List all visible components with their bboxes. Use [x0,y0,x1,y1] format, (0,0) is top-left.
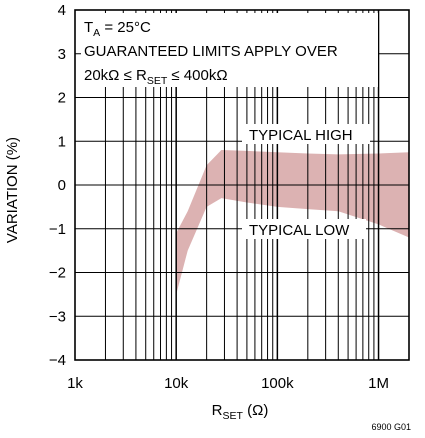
plot-frame [74,9,410,361]
y-tick-label: −1 [49,221,66,238]
typical-high-label: TYPICAL HIGH [249,127,353,144]
typical-low-label: TYPICAL LOW [249,222,350,239]
figure-id: 6900 G01 [371,422,411,432]
y-tick-label: 3 [58,46,66,63]
y-tick-label: −2 [49,265,66,282]
y-axis-title: VARIATION (%) [4,137,21,243]
x-tick-label: 10k [164,375,189,392]
condition-line-2: GUARANTEED LIMITS APPLY OVER [84,43,338,60]
x-axis-title: RSET (Ω) [212,402,269,422]
x-tick-label: 1M [368,375,389,392]
y-tick-label: 2 [58,90,66,107]
typical-low-label-background [242,219,366,239]
variation-band [176,150,409,295]
y-tick-label: 1 [58,133,66,150]
band-area [176,150,409,295]
y-tick-label: 4 [58,2,66,19]
x-tick-label: 100k [261,375,294,392]
condition-line-3: 20kΩ ≤ RSET ≤ 400kΩ [84,67,228,87]
typical-high-label-background [242,124,370,144]
y-tick-label: −3 [49,308,66,325]
y-tick-label: 0 [58,177,66,194]
y-tick-label: −4 [49,352,66,369]
condition-line-1: TA = 25°C [84,19,151,39]
x-tick-label: 1k [67,375,83,392]
y-tick-labels: 4 3 2 1 0 −1 −2 −3 −4 [49,2,66,369]
x-tick-labels: 1k 10k 100k 1M [67,375,389,392]
condition-note-background [81,13,378,87]
